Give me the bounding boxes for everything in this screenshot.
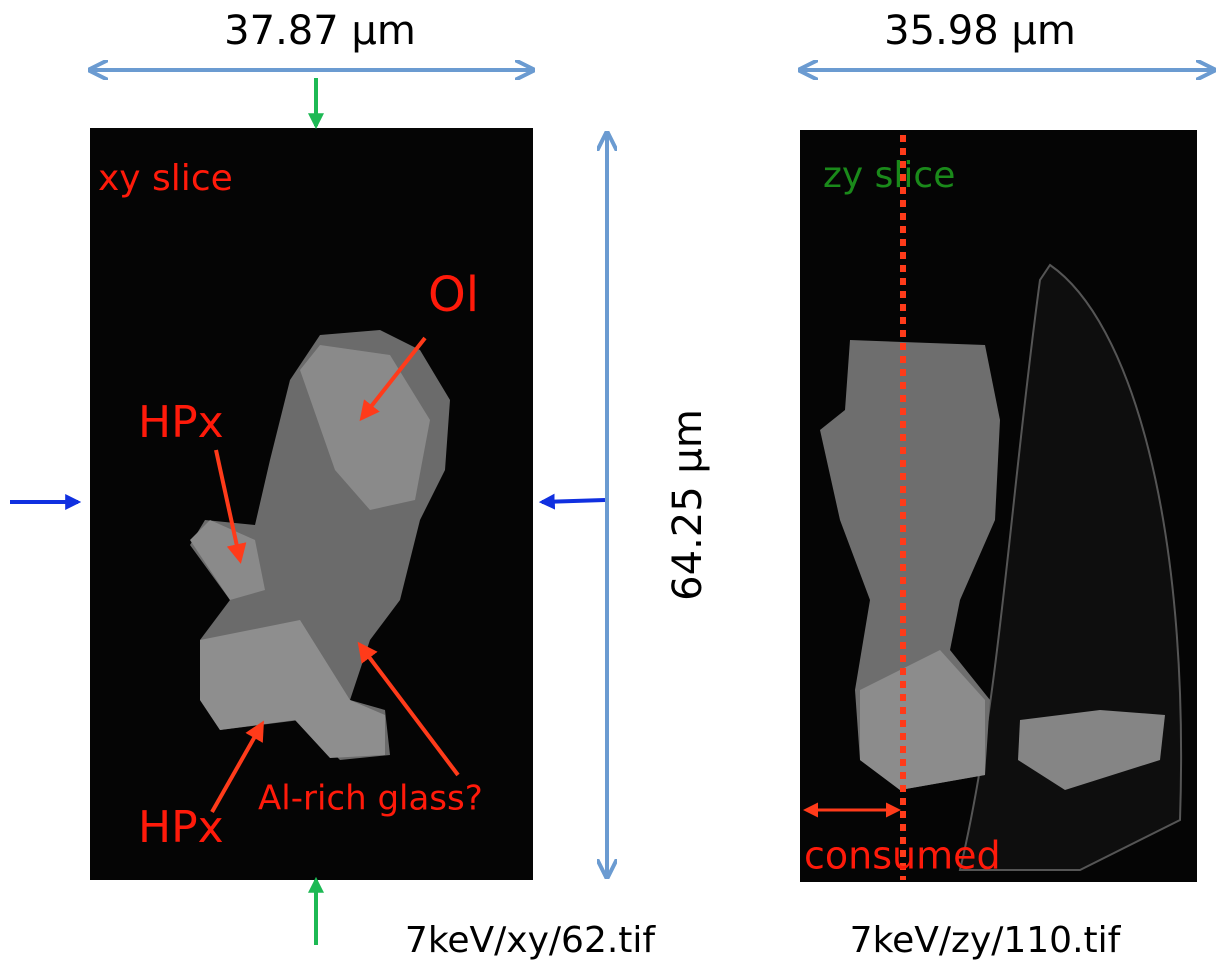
panel-label: xy slice — [98, 158, 233, 199]
annotation: Al-rich glass? — [258, 779, 483, 819]
dimension-label: 35.98 µm — [884, 8, 1076, 54]
annotation: HPx — [138, 802, 224, 853]
pointer-arrow — [357, 641, 460, 777]
file-caption: 7keV/zy/110.tif — [850, 920, 1122, 961]
pointer-arrow — [359, 336, 427, 422]
slice-marker — [538, 493, 606, 510]
annotation: Ol — [428, 267, 479, 323]
annotation: HPx — [138, 397, 224, 448]
pointer-arrow — [210, 720, 264, 813]
zy-grain — [1018, 710, 1165, 790]
dimension-label: 37.87 µm — [224, 8, 416, 54]
panel-label: zy slice — [823, 155, 955, 196]
dimension-label: 64.25 µm — [665, 409, 711, 601]
pointer-arrow — [214, 449, 247, 564]
zy-grain — [860, 650, 985, 790]
annotation: consumed — [804, 834, 1001, 878]
olivine-grain — [300, 345, 430, 510]
file-caption: 7keV/xy/62.tif — [405, 920, 656, 961]
